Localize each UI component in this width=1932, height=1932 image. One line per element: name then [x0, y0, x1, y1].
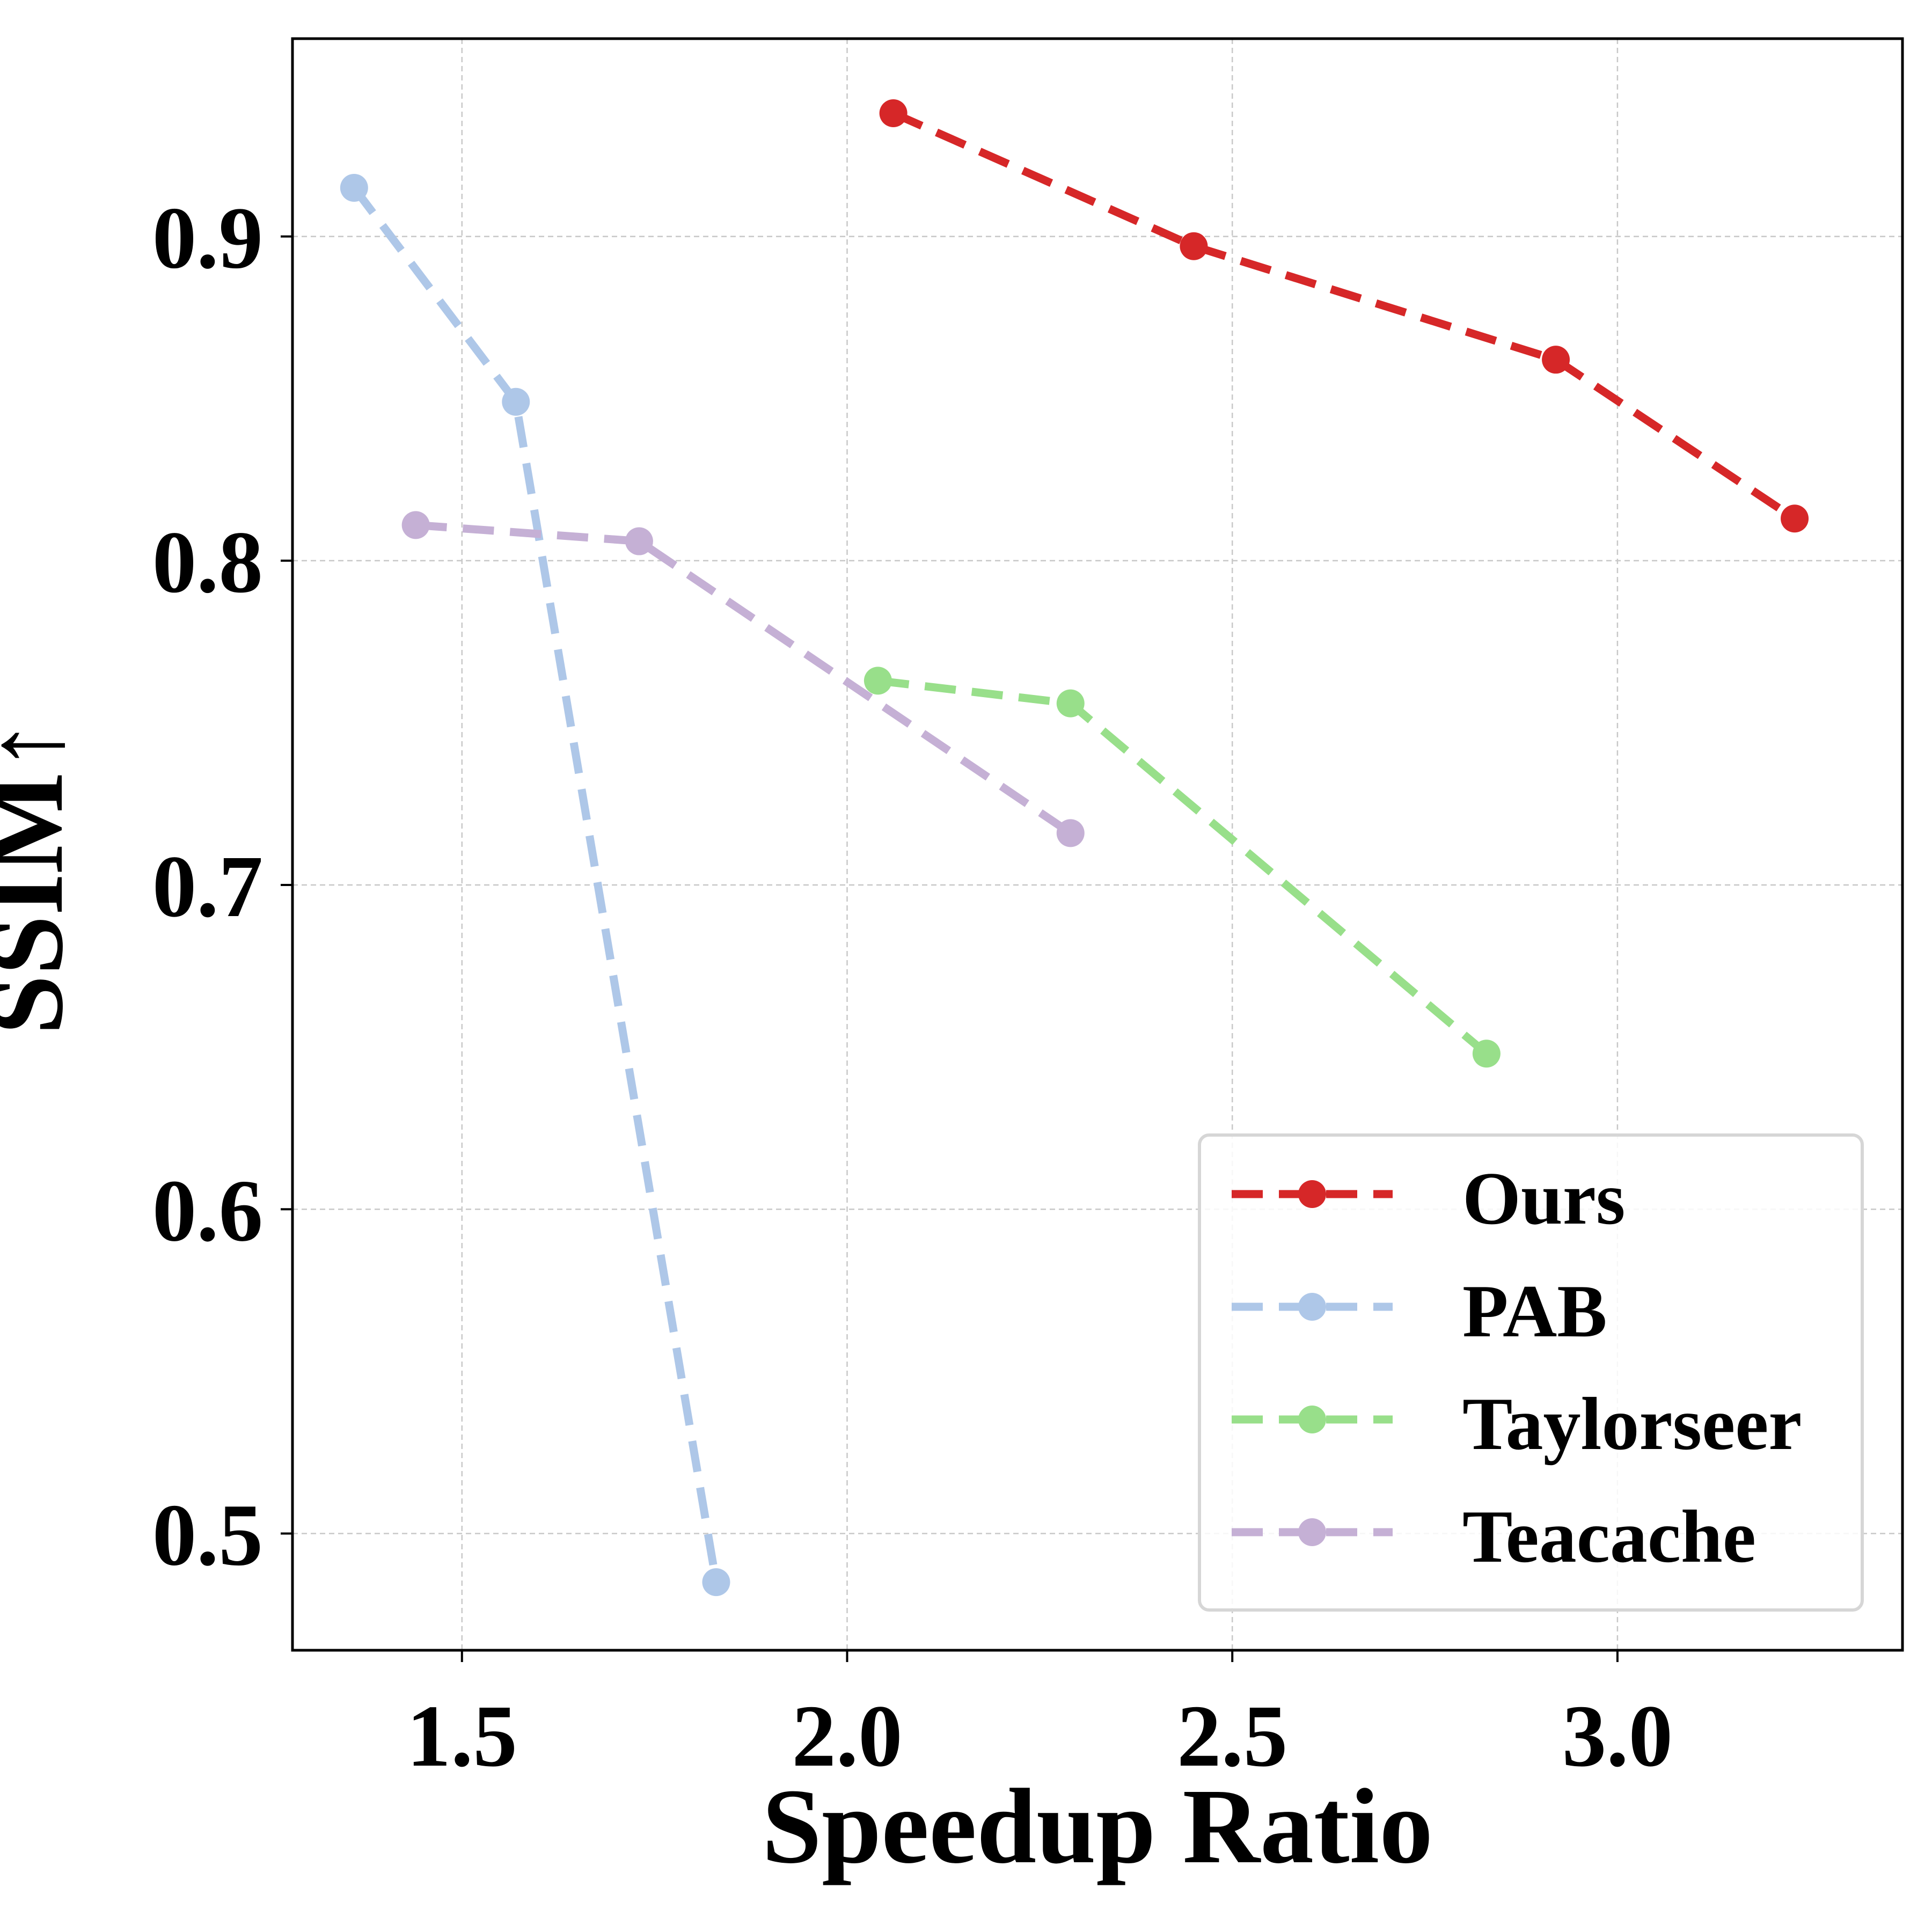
legend-marker-teacache: [1298, 1518, 1326, 1546]
series-line-teacache: [415, 521, 1073, 837]
legend-label-taylorseer: Taylorseer: [1462, 1382, 1802, 1466]
y-axis-label: SSIM↑: [0, 719, 85, 1035]
series-layer: [340, 99, 1809, 1597]
x-tick-label: 1.5: [407, 1687, 517, 1785]
legend-label-ours: Ours: [1462, 1157, 1625, 1240]
data-point-ours: [1781, 504, 1809, 533]
y-tick-label: 0.9: [152, 189, 263, 287]
data-point-teacache: [401, 511, 430, 539]
grid: [292, 39, 1902, 1650]
x-axis-label: Speedup Ratio: [762, 1767, 1433, 1886]
data-point-teacache: [1056, 819, 1085, 847]
legend: Ours PAB Taylorseer Teacache: [1198, 1133, 1864, 1612]
data-point-taylorseer: [863, 667, 892, 695]
y-tick-label: 0.5: [152, 1485, 263, 1584]
legend-label-pab: PAB: [1462, 1270, 1607, 1353]
legend-marker-taylorseer: [1298, 1406, 1326, 1433]
x-tick-label: 2.0: [792, 1687, 902, 1785]
data-point-taylorseer: [1472, 1040, 1501, 1068]
legend-marker-ours: [1298, 1180, 1326, 1208]
data-point-pab: [502, 387, 530, 416]
x-tick-label: 3.0: [1562, 1687, 1673, 1785]
legend-box: [1198, 1133, 1864, 1612]
y-tick-label: 0.6: [152, 1161, 263, 1260]
x-tick-label: 2.5: [1177, 1687, 1287, 1785]
data-point-ours: [1542, 346, 1570, 374]
series-line-pab: [350, 185, 720, 1583]
axis-ticks: 1.5 2.0 2.5 3.0 0.5 0.6 0.7 0.8 0.9: [152, 189, 1673, 1785]
plot-frame: [291, 37, 1904, 1652]
data-point-pab: [340, 173, 368, 202]
legend-label-teacache: Teacache: [1462, 1495, 1756, 1578]
data-point-taylorseer: [1056, 689, 1085, 718]
y-tick-label: 0.7: [152, 837, 263, 935]
data-point-ours: [879, 99, 908, 127]
series-line-ours: [891, 109, 1797, 522]
data-point-teacache: [625, 527, 653, 555]
y-tick-label: 0.8: [152, 513, 263, 611]
data-point-ours: [1180, 232, 1208, 260]
legend-marker-pab: [1298, 1293, 1326, 1321]
data-point-pab: [702, 1568, 730, 1597]
